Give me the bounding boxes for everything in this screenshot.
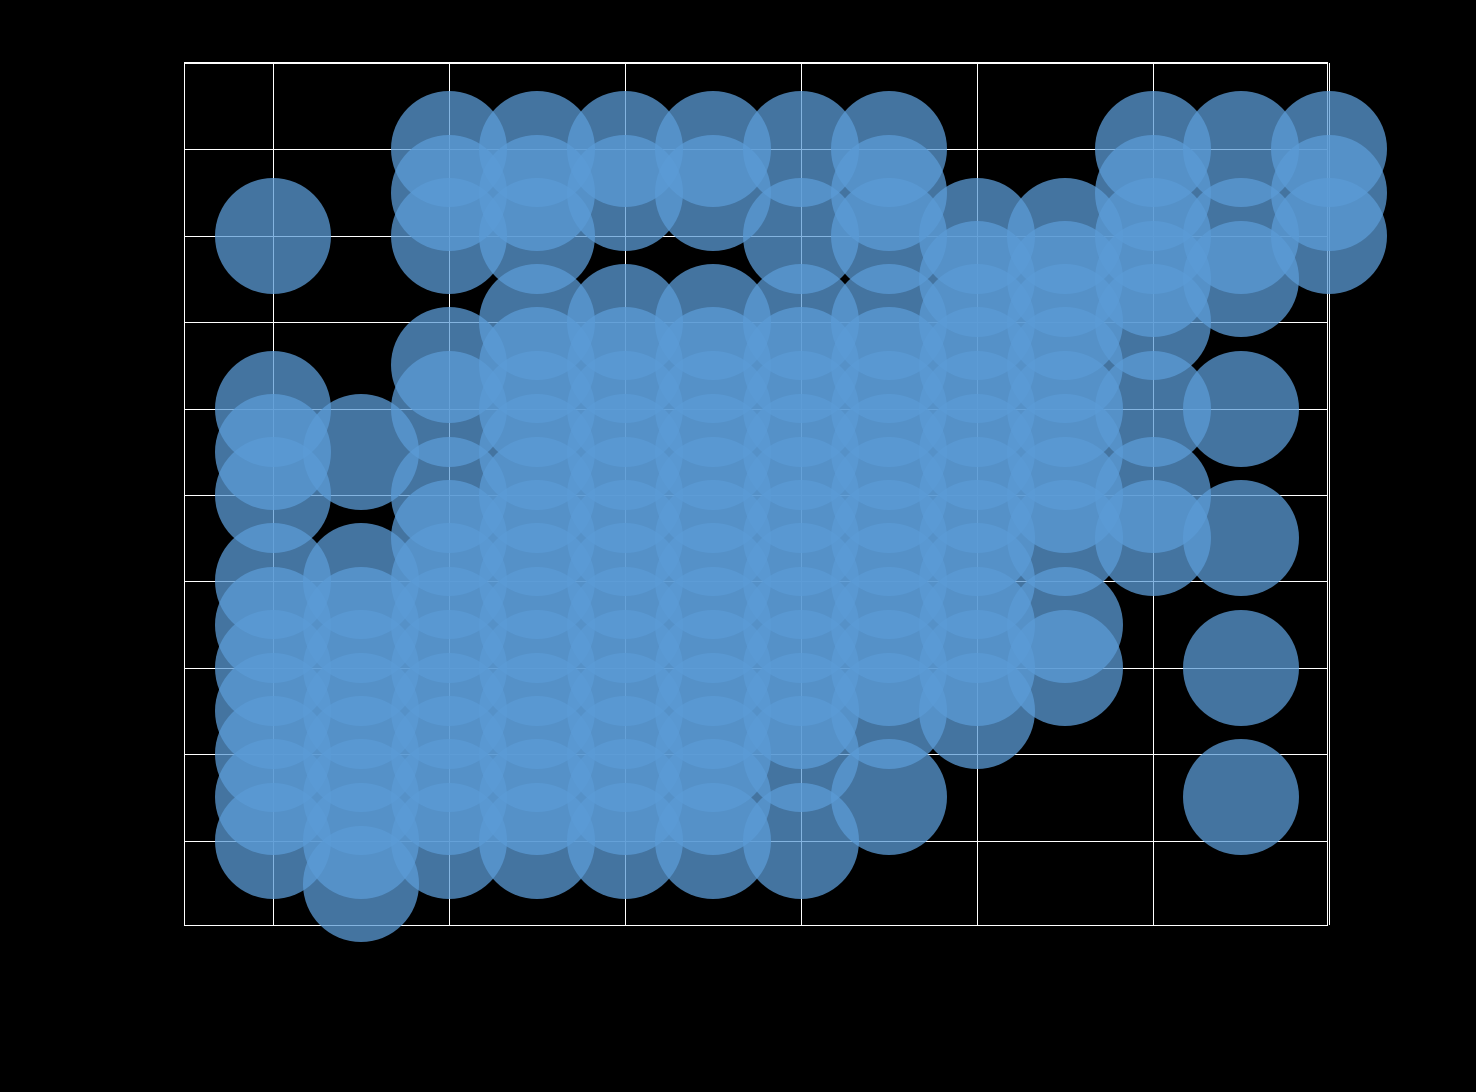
- y-tick-label: 4: [162, 654, 176, 679]
- scatter-marker: [215, 178, 331, 294]
- scatter-marker: [1271, 91, 1387, 207]
- scatter-marker: [1183, 610, 1299, 726]
- y-tick-label: 2: [162, 741, 176, 766]
- x-tick-label: 8: [969, 932, 983, 957]
- x-tick-label: 0: [265, 932, 279, 957]
- scatter-plot: [184, 62, 1328, 926]
- y-tick-label: 8: [162, 482, 176, 507]
- y-tick-label: 10: [148, 395, 176, 420]
- scatter-marker: [1183, 351, 1299, 467]
- y-tick-label: 6: [162, 568, 176, 593]
- scatter-marker: [1183, 480, 1299, 596]
- scatter-marker: [831, 91, 947, 207]
- x-tick-label: 6: [793, 932, 807, 957]
- y-tick-label: 12: [148, 309, 176, 334]
- y-tick-label: 0: [162, 827, 176, 852]
- figure: 0 2 4 6 8 10 12 0 2 4 6 8 10 12 14 16 18: [0, 0, 1476, 1092]
- x-tick-label: 10: [1138, 932, 1166, 957]
- x-tick-label: 12: [1314, 932, 1342, 957]
- scatter-marker: [1183, 739, 1299, 855]
- y-grid-line: [185, 63, 1327, 64]
- y-tick-label: 16: [148, 136, 176, 161]
- x-tick-label: 4: [617, 932, 631, 957]
- x-tick-label: 2: [441, 932, 455, 957]
- y-tick-label: 14: [148, 222, 176, 247]
- y-tick-label: 18: [148, 50, 176, 75]
